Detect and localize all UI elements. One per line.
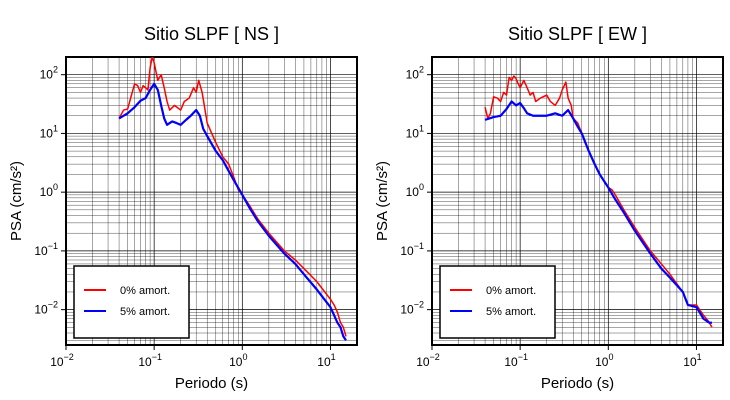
series-line-damped xyxy=(484,100,712,324)
chart-panel-1: 10−2 10−1 100 101 10−2 10−1 100 101 102 Sitio SLP… xyxy=(8,24,358,392)
y-tick-label: 102 xyxy=(40,65,58,82)
chart-title: Sitio SLPF [ NS ] xyxy=(144,24,279,44)
x-axis-label: Periodo (s) xyxy=(175,375,248,392)
legend-label: 0% amort. xyxy=(120,285,170,297)
y-tick-label: 100 xyxy=(406,182,424,199)
y-ticks: 10−2 10−1 100 101 102 xyxy=(400,65,432,317)
legend: 0% amort. 5% amort. xyxy=(439,265,556,339)
x-tick-label: 10−1 xyxy=(504,352,528,369)
x-tick-label: 101 xyxy=(683,352,701,369)
legend-box xyxy=(439,265,556,339)
x-tick-label: 100 xyxy=(229,352,247,369)
y-tick-label: 10−1 xyxy=(34,241,58,258)
x-tick-label: 100 xyxy=(595,352,613,369)
legend-label: 0% amort. xyxy=(486,285,536,297)
chart-panel-2: 10−2 10−1 100 101 10−2 10−1 100 101 102 Sitio SLP… xyxy=(374,24,724,392)
x-tick-label: 10−2 xyxy=(416,352,440,369)
series-line-undamped xyxy=(484,75,713,328)
legend: 0% amort. 5% amort. xyxy=(73,265,190,339)
y-axis-label: PSA (cm/s²) xyxy=(374,161,391,241)
chart-title: Sitio SLPF [ EW ] xyxy=(508,24,647,44)
legend-label: 5% amort. xyxy=(120,306,170,318)
x-ticks: 10−2 10−1 100 101 xyxy=(50,345,336,369)
y-tick-label: 10−1 xyxy=(400,241,424,258)
y-tick-label: 100 xyxy=(40,182,58,199)
series-line-undamped xyxy=(118,57,347,337)
series-line-damped xyxy=(118,82,347,341)
plot-frame xyxy=(65,56,358,346)
series-group xyxy=(118,57,347,341)
y-tick-label: 10−2 xyxy=(400,300,424,317)
x-tick-label: 10−2 xyxy=(50,352,74,369)
plot-frame xyxy=(431,56,724,346)
x-tick-label: 10−1 xyxy=(138,352,162,369)
y-tick-label: 101 xyxy=(40,123,58,140)
x-ticks: 10−2 10−1 100 101 xyxy=(416,345,702,369)
series-group xyxy=(484,75,713,328)
y-ticks: 10−2 10−1 100 101 102 xyxy=(34,65,66,317)
x-tick-label: 101 xyxy=(317,352,335,369)
x-axis-label: Periodo (s) xyxy=(541,375,614,392)
y-axis-label: PSA (cm/s²) xyxy=(8,161,25,241)
y-tick-label: 101 xyxy=(406,123,424,140)
legend-label: 5% amort. xyxy=(486,306,536,318)
y-tick-label: 102 xyxy=(406,65,424,82)
grid xyxy=(65,56,358,345)
legend-box xyxy=(73,265,190,339)
y-tick-label: 10−2 xyxy=(34,300,58,317)
